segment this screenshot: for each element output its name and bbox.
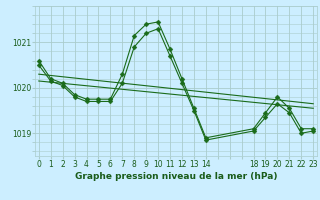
X-axis label: Graphe pression niveau de la mer (hPa): Graphe pression niveau de la mer (hPa): [75, 172, 277, 181]
